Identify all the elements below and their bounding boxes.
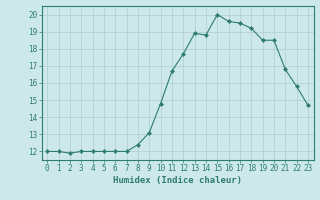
X-axis label: Humidex (Indice chaleur): Humidex (Indice chaleur)	[113, 176, 242, 185]
